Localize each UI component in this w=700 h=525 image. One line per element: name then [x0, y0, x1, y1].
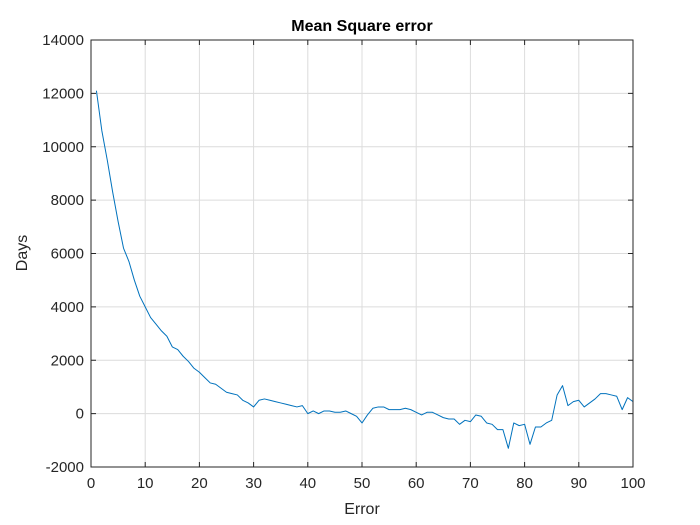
x-tick-label: 50 [354, 475, 371, 492]
x-tick-label: 90 [570, 475, 587, 492]
y-tick-label: 8000 [51, 192, 84, 209]
y-tick-label: 0 [76, 406, 84, 423]
y-tick-label: 10000 [42, 139, 84, 156]
chart-title: Mean Square error [291, 18, 432, 35]
x-tick-label: 20 [191, 475, 208, 492]
x-tick-label: 60 [408, 475, 425, 492]
y-tick-label: 14000 [42, 32, 84, 49]
y-tick-label: -2000 [46, 459, 84, 476]
y-tick-label: 6000 [51, 246, 84, 263]
x-tick-label: 70 [462, 475, 479, 492]
x-tick-label: 80 [516, 475, 533, 492]
y-tick-label: 4000 [51, 299, 84, 316]
x-tick-label: 30 [245, 475, 262, 492]
x-tick-label: 40 [299, 475, 316, 492]
y-tick-label: 2000 [51, 352, 84, 369]
x-axis-label: Error [344, 501, 380, 518]
x-tick-label: 100 [620, 475, 645, 492]
x-tick-label: 10 [137, 475, 154, 492]
x-tick-label: 0 [87, 475, 95, 492]
y-tick-label: 12000 [42, 85, 84, 102]
y-axis-label: Days [14, 235, 31, 271]
